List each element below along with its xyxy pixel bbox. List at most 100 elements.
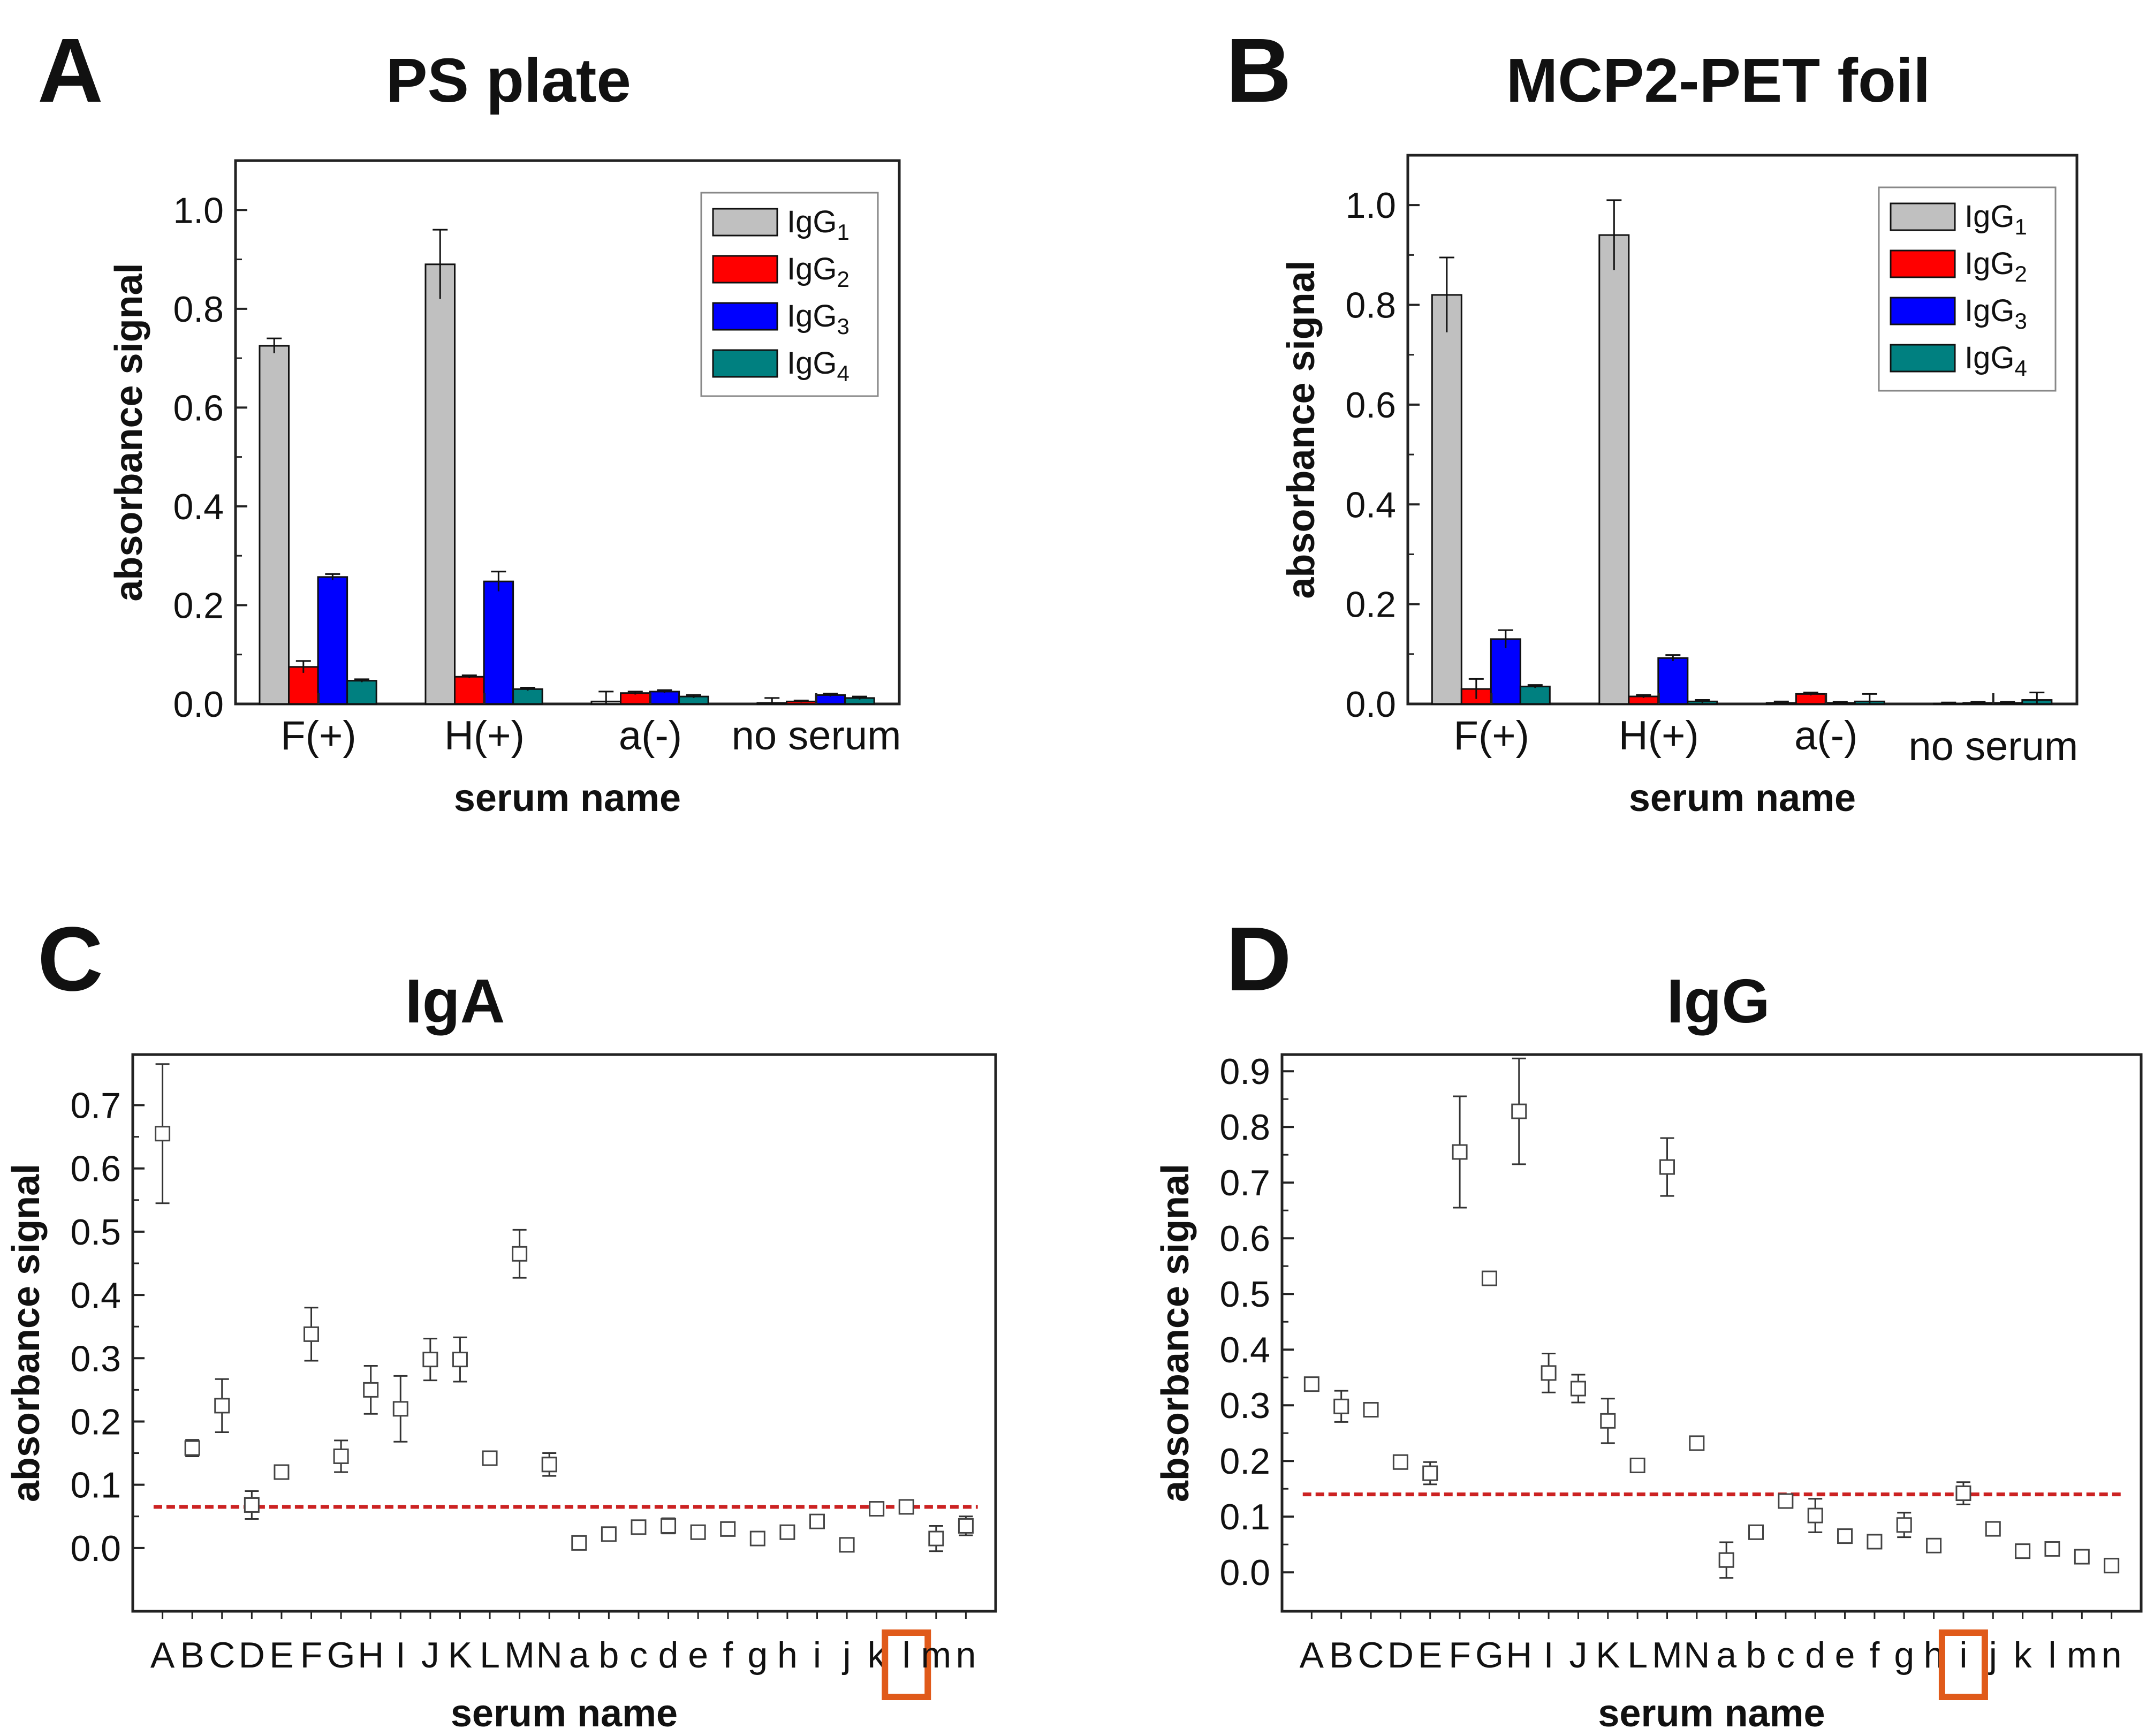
chart-d-ytick-label: 0.6 <box>1219 1218 1270 1259</box>
chart-a-xtick-label: no serum <box>732 713 901 759</box>
chart-c-xtick-label: F <box>300 1635 323 1676</box>
chart-d-point-10 <box>1600 1413 1616 1429</box>
chart-a-bar-igg3-1 <box>483 580 514 705</box>
chart-d-xtick-label: F <box>1448 1635 1471 1676</box>
chart-b-y-axis-label: absorbance signal <box>1280 260 1323 598</box>
chart-a-bar-igg4-1 <box>512 688 543 705</box>
chart-b-legend-entry-2: IgG3 <box>1965 293 2027 333</box>
chart-d-point-4 <box>1422 1465 1438 1481</box>
chart-d-ytick-label: 0.2 <box>1219 1441 1270 1482</box>
chart-d-xtick-label: I <box>1544 1635 1554 1676</box>
chart-d-point-3 <box>1392 1454 1408 1470</box>
chart-c-xtick-label: a <box>569 1635 589 1676</box>
chart-c-y-axis-label: absorbance signal <box>5 1164 48 1502</box>
chart-d-point-9 <box>1570 1381 1586 1397</box>
chart-d-xtick-label: J <box>1569 1635 1587 1676</box>
chart-b-legend-subscript: 4 <box>2015 355 2027 381</box>
chart-d-igg: 0.0 0.1 0.2 0.3 0.4 0.5 0.6 0.7 0.8 0.9 absorbance… <box>1154 1051 2143 1735</box>
chart-d-xtick-label: b <box>1746 1635 1766 1676</box>
chart-d-point-11 <box>1629 1458 1645 1474</box>
chart-d-xtick-label: l <box>2048 1635 2056 1676</box>
chart-d-ytick-label: 0.4 <box>1219 1330 1270 1370</box>
chart-b-ytick-label: 0.4 <box>1345 484 1396 525</box>
panel-title-b: MCP2-PET foil <box>1506 46 1931 115</box>
chart-b-legend-swatch-2 <box>1890 297 1956 325</box>
chart-d-point-14 <box>1718 1552 1734 1568</box>
chart-c-xtick-label: i <box>813 1635 821 1676</box>
chart-c-point-6 <box>333 1448 349 1464</box>
chart-c-point-11 <box>482 1450 498 1466</box>
panel-title-a: PS plate <box>386 46 631 115</box>
chart-d-xtick-label: K <box>1596 1635 1620 1676</box>
chart-d-xtick-label: M <box>1652 1635 1682 1676</box>
chart-d-point-13 <box>1689 1435 1705 1451</box>
panel-letter-b: B <box>1226 20 1292 122</box>
chart-a-bar-igg1-0 <box>259 345 290 705</box>
chart-b-bar-igg3-1 <box>1657 657 1689 705</box>
panel-title-d: IgG <box>1666 966 1770 1036</box>
chart-c-point-19 <box>720 1521 736 1537</box>
chart-d-y-axis-label: absorbance signal <box>1154 1164 1197 1502</box>
chart-d-point-0 <box>1303 1376 1319 1392</box>
chart-c-xtick-label: N <box>536 1635 563 1676</box>
chart-a-legend-swatch-1 <box>712 255 778 284</box>
chart-d-xtick-label: e <box>1835 1635 1855 1676</box>
chart-a-legend-entry-1: IgG2 <box>787 252 850 292</box>
chart-d-ytick-label: 0.0 <box>1219 1552 1270 1593</box>
chart-c-point-1 <box>184 1440 200 1456</box>
chart-a-xtick-label: F(+) <box>280 713 356 759</box>
chart-c-ytick-label: 0.1 <box>70 1465 121 1506</box>
chart-a-ytick-label: 0.0 <box>173 684 224 725</box>
chart-a-legend-subscript: 3 <box>837 314 850 339</box>
chart-a-bar-igg3-2 <box>649 691 680 705</box>
chart-d-xtick-label: G <box>1475 1635 1504 1676</box>
chart-c-xtick-label: K <box>448 1635 472 1676</box>
chart-d-point-23 <box>1985 1521 2001 1537</box>
chart-c-xtick-label: D <box>239 1635 265 1676</box>
chart-d-xtick-label: D <box>1387 1635 1414 1676</box>
chart-c-xtick-label: d <box>658 1635 679 1676</box>
chart-c-xtick-label: b <box>598 1635 619 1676</box>
chart-d-xtick-label: k <box>2014 1635 2032 1676</box>
chart-d-xtick-label: B <box>1329 1635 1353 1676</box>
chart-b-bar-igg3-0 <box>1490 638 1521 705</box>
chart-d-xtick-label: a <box>1716 1635 1736 1676</box>
chart-b-legend-name: IgG <box>1965 293 2015 328</box>
chart-c-point-13 <box>541 1457 557 1473</box>
chart-d-point-1 <box>1333 1398 1349 1414</box>
chart-c-plot-frame <box>131 1053 997 1613</box>
chart-c-point-27 <box>958 1518 974 1534</box>
chart-a-legend-name: IgG <box>787 346 837 381</box>
chart-d-point-6 <box>1481 1270 1497 1286</box>
chart-b-ytick-label: 0.8 <box>1345 285 1396 326</box>
chart-b-legend-entry-1: IgG2 <box>1965 246 2027 286</box>
chart-c-highlight-box <box>882 1629 931 1700</box>
chart-c-xtick-label: B <box>180 1635 204 1676</box>
chart-a-ytick-label: 0.8 <box>173 289 224 330</box>
chart-c-point-9 <box>422 1352 438 1368</box>
chart-b-bar-igg4-0 <box>1519 685 1551 705</box>
chart-c-point-5 <box>304 1326 320 1342</box>
chart-c-ytick-label: 0.5 <box>70 1212 121 1253</box>
chart-d-point-18 <box>1837 1528 1853 1544</box>
chart-a-legend-entry-3: IgG4 <box>787 346 850 386</box>
chart-d-point-16 <box>1778 1493 1794 1509</box>
chart-b-legend-name: IgG <box>1965 246 2015 281</box>
chart-c-xtick-label: n <box>955 1635 976 1676</box>
chart-a-bar-igg2-1 <box>454 676 485 705</box>
chart-d-xtick-label: g <box>1894 1635 1914 1676</box>
chart-b-mcp2-pet-foil: 0.0 0.2 0.4 0.6 0.8 1.0 absorbance signal serum… <box>1280 154 2079 820</box>
chart-c-xtick-label: L <box>480 1635 500 1676</box>
chart-c-xtick-label: C <box>209 1635 235 1676</box>
chart-d-xtick-label: L <box>1627 1635 1648 1676</box>
chart-c-ytick-label: 0.7 <box>70 1086 121 1126</box>
chart-b-legend-name: IgG <box>1965 199 2015 234</box>
chart-d-point-19 <box>1867 1534 1883 1550</box>
chart-d-xtick-label: m <box>2067 1635 2097 1676</box>
chart-d-xtick-label: H <box>1506 1635 1532 1676</box>
chart-d-ytick-label: 0.1 <box>1219 1497 1270 1537</box>
chart-d-point-8 <box>1541 1365 1557 1381</box>
chart-d-xtick-label: i <box>1959 1635 1967 1676</box>
chart-c-xtick-label: M <box>504 1635 535 1676</box>
chart-c-point-15 <box>601 1526 617 1542</box>
